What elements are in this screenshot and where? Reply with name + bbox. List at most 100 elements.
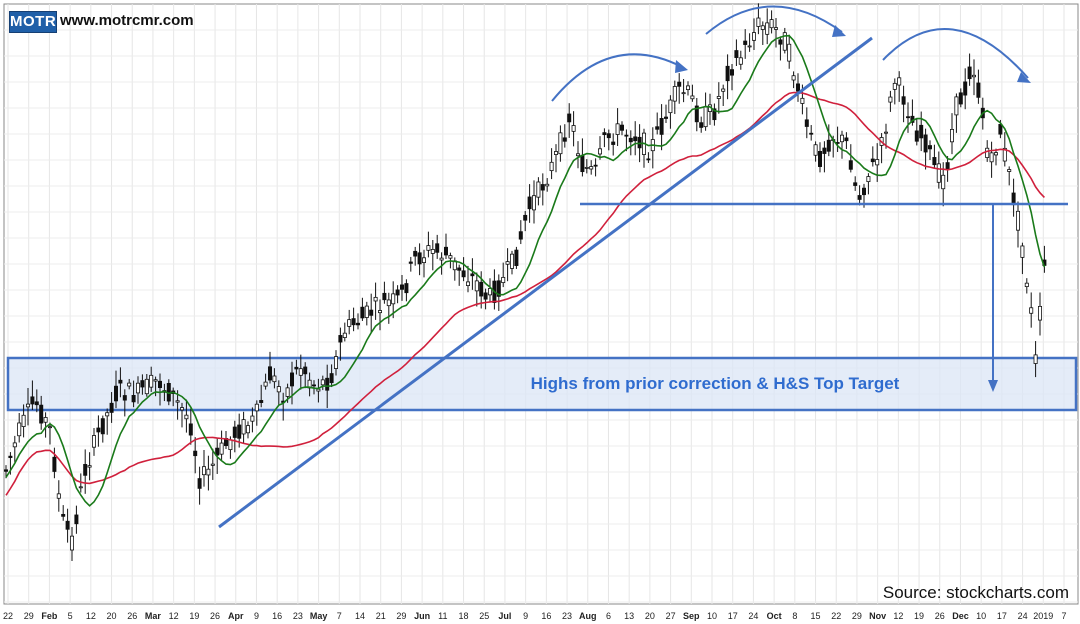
candle-body — [470, 273, 475, 277]
candle-body — [782, 32, 787, 51]
candle-body — [848, 160, 853, 170]
candle-body — [1033, 354, 1038, 364]
candle-body — [157, 380, 162, 389]
candle-body — [787, 43, 792, 62]
candle-body — [413, 250, 418, 257]
candle-body — [738, 57, 743, 65]
candle-body — [435, 243, 440, 253]
candle-body — [272, 375, 277, 383]
candle-body — [976, 82, 981, 98]
x-tick-label: 7 — [1061, 611, 1066, 621]
candle-body — [796, 83, 801, 92]
candle-body — [598, 148, 603, 155]
x-tick-label: 15 — [811, 611, 821, 621]
candle-body — [989, 152, 994, 163]
x-tick-label: 16 — [541, 611, 551, 621]
x-tick-label: 12 — [169, 611, 179, 621]
pattern-arc-arrowhead — [1017, 72, 1031, 83]
candle-body — [439, 257, 444, 261]
candle-body — [527, 196, 532, 210]
x-tick-label: 10 — [976, 611, 986, 621]
x-tick-label: 17 — [997, 611, 1007, 621]
candle-body — [338, 335, 343, 343]
x-tick-label: 23 — [562, 611, 572, 621]
candle-body — [954, 96, 959, 116]
candle-body — [131, 395, 136, 403]
candle-body — [901, 96, 906, 105]
candle-body — [967, 66, 972, 80]
candle-body — [730, 69, 735, 76]
candle-body — [870, 158, 875, 163]
candle-body — [809, 132, 814, 135]
candle-body — [923, 134, 928, 153]
x-tick-label: 5 — [68, 611, 73, 621]
candle-body — [30, 396, 35, 405]
candle-body — [703, 106, 708, 128]
candle-body — [567, 113, 572, 123]
candle-body — [114, 385, 119, 402]
target-arrow-head — [988, 380, 998, 392]
candle-body — [421, 257, 426, 263]
candle-body — [998, 124, 1003, 135]
candle-body — [866, 176, 871, 183]
candle-body — [602, 132, 607, 136]
candle-body — [615, 123, 620, 135]
x-tick-label: 6 — [606, 611, 611, 621]
candle-body — [958, 92, 963, 105]
candle-body — [294, 366, 299, 370]
candle-body — [1016, 210, 1021, 231]
pattern-arc — [551, 53, 683, 102]
candle-body — [254, 403, 259, 412]
candle-body — [311, 384, 316, 387]
x-tick-label: Jul — [498, 611, 511, 621]
candle-body — [92, 435, 97, 448]
chart-grid — [3, 3, 1079, 605]
candle-body — [765, 22, 770, 35]
candle-body — [395, 289, 400, 296]
x-tick-label: 26 — [210, 611, 220, 621]
candle-body — [329, 373, 334, 384]
candle-body — [514, 249, 519, 266]
x-tick-label: Jun — [414, 611, 430, 621]
candle-body — [320, 379, 325, 386]
candle-body — [919, 124, 924, 139]
candle-body — [298, 368, 303, 376]
candle-body — [215, 447, 220, 456]
candle-body — [12, 442, 17, 448]
x-tick-label: 20 — [645, 611, 655, 621]
candle-body — [48, 426, 53, 429]
candle-body — [584, 166, 589, 169]
candle-body — [153, 379, 158, 382]
candle-body — [778, 39, 783, 45]
motr-logo: MOTR — [9, 11, 57, 33]
candle-body — [4, 469, 9, 472]
pattern-arc-arrowhead — [832, 25, 846, 37]
candle-body — [664, 116, 669, 119]
candle-body — [716, 96, 721, 99]
candle-body — [276, 386, 281, 393]
candle-body — [417, 252, 422, 265]
candle-body — [554, 151, 559, 155]
x-tick-label: 14 — [355, 611, 365, 621]
candle-body — [892, 82, 897, 90]
x-tick-label: 16 — [272, 611, 282, 621]
candle-body — [250, 415, 255, 422]
x-tick-label: 22 — [3, 611, 13, 621]
candle-body — [774, 27, 779, 30]
candle-body — [206, 468, 211, 476]
candle-body — [536, 181, 541, 198]
candle-body — [303, 366, 308, 375]
x-tick-label: 21 — [376, 611, 386, 621]
pattern-arc-arrowhead — [675, 60, 688, 73]
candle-body — [1038, 305, 1043, 321]
candle-body — [228, 439, 233, 451]
candle-body — [461, 270, 466, 278]
candle-body — [1007, 169, 1012, 172]
candle-body — [78, 486, 83, 489]
x-tick-label: Aug — [579, 611, 597, 621]
x-tick-label: 24 — [1018, 611, 1028, 621]
x-tick-label: 26 — [935, 611, 945, 621]
candle-body — [818, 151, 823, 167]
x-tick-label: 9 — [523, 611, 528, 621]
candle-body — [888, 96, 893, 103]
